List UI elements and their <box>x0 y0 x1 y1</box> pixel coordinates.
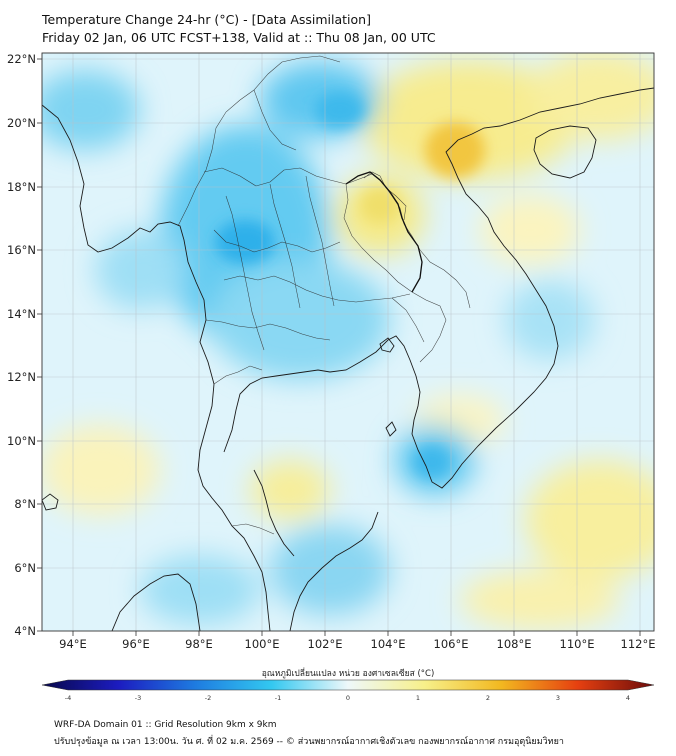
x-tick-labels: 94°E 96°E 98°E 100°E 102°E 104°E 106°E 1… <box>59 637 655 651</box>
y-tick-label: 18°N <box>7 180 36 194</box>
colorbar-label: 0 <box>346 694 350 702</box>
footer-model-info: WRF-DA Domain 01 :: Grid Resolution 9km … <box>54 720 277 730</box>
colorbar-label: -1 <box>275 694 281 702</box>
y-tick-label: 22°N <box>7 52 36 66</box>
x-tick-label: 94°E <box>59 637 87 651</box>
y-tick-label: 12°N <box>7 370 36 384</box>
x-tick-label: 110°E <box>560 637 595 651</box>
x-tick-label: 102°E <box>308 637 343 651</box>
colorbar-label: -4 <box>65 694 71 702</box>
gridlines <box>42 53 654 631</box>
temperature-field <box>42 53 654 631</box>
international-border <box>345 171 423 293</box>
colorbar-label: -3 <box>135 694 141 702</box>
colorbar-labels: -4 -3 -2 -1 0 1 2 3 4 <box>65 694 630 702</box>
y-tick-label: 4°N <box>14 624 36 638</box>
y-tick-label: 20°N <box>7 116 36 130</box>
x-tick-label: 112°E <box>621 637 656 651</box>
y-tick-label: 10°N <box>7 434 36 448</box>
map-subtitle: Friday 02 Jan, 06 UTC FCST+138, Valid at… <box>42 30 436 45</box>
colorbar: อุณหภูมิเปลี่ยนแปลง หน่วย องศาเซลเซียส (… <box>41 667 655 702</box>
colorbar-title: อุณหภูมิเปลี่ยนแปลง หน่วย องศาเซลเซียส (… <box>262 667 435 679</box>
x-tick-label: 96°E <box>122 637 150 651</box>
y-tick-label: 16°N <box>7 243 36 257</box>
x-tick-label: 100°E <box>245 637 280 651</box>
colorbar-label: -2 <box>205 694 211 702</box>
x-tick-label: 104°E <box>371 637 406 651</box>
x-tick-label: 106°E <box>434 637 469 651</box>
colorbar-label: 2 <box>486 694 490 702</box>
x-tick-label: 98°E <box>185 637 213 651</box>
colorbar-label: 3 <box>556 694 560 702</box>
colorbar-label: 4 <box>626 694 630 702</box>
x-tick-label: 108°E <box>497 637 532 651</box>
map-frame-border <box>41 52 655 632</box>
footer-credit: ปรับปรุงข้อมูล ณ เวลา 13:00น. วัน ศ. ที่… <box>54 737 564 747</box>
tick-marks <box>37 58 641 636</box>
y-tick-labels: 22°N 20°N 18°N 16°N 14°N 12°N 10°N 8°N 6… <box>7 52 36 638</box>
colorbar-label: 1 <box>416 694 420 702</box>
map-title: Temperature Change 24-hr (°C) - [Data As… <box>42 12 371 27</box>
y-tick-label: 8°N <box>14 497 36 511</box>
coastlines <box>42 87 654 631</box>
colorbar-gradient <box>41 679 655 691</box>
y-tick-label: 6°N <box>14 561 36 575</box>
y-tick-label: 14°N <box>7 307 36 321</box>
